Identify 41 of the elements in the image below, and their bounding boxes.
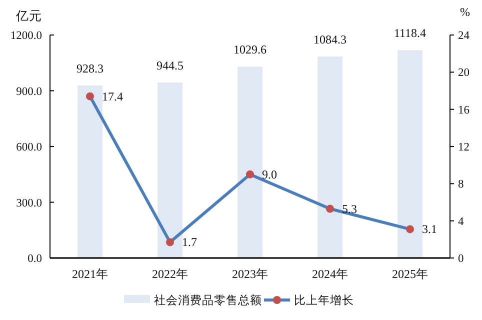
y2-tick-label: 8	[458, 178, 464, 191]
y2-tick-label: 24	[458, 30, 470, 42]
y-tick-label: 900.0	[16, 86, 42, 98]
point	[406, 225, 414, 234]
data-label: 1.7	[182, 235, 197, 250]
x-tick-label: 2023年	[232, 267, 268, 281]
y2-tick-label: 0	[458, 253, 464, 265]
bar	[78, 85, 102, 258]
point	[86, 92, 94, 100]
data-label: 1029.6	[234, 42, 266, 57]
legend-label: 比上年增长	[294, 294, 354, 307]
bar	[238, 66, 262, 258]
data-label: 944.5	[156, 58, 184, 72]
data-label: 9.0	[262, 167, 277, 182]
x-tick-label: 2024年	[312, 267, 348, 281]
y2-tick-label: 12	[458, 142, 470, 154]
bar	[398, 50, 422, 258]
y2-tick-label: 16	[458, 104, 470, 116]
y-tick-label: 300.0	[16, 197, 42, 210]
x-tick-label: 2021年	[72, 267, 108, 281]
y-tick-label: 600.0	[16, 142, 42, 154]
data-label: 17.4	[102, 89, 123, 104]
x-tick-label: 2025年	[392, 267, 428, 281]
y-axis-title: 亿元	[15, 9, 42, 23]
data-label: 928.3	[76, 61, 104, 76]
y2-tick-label: 20	[458, 67, 470, 80]
bar	[318, 56, 342, 258]
point	[246, 170, 254, 178]
data-label: 1118.4	[394, 26, 426, 40]
bar	[158, 82, 182, 258]
y-tick-label: 0.0	[28, 253, 42, 265]
data-label: 5.3	[342, 202, 357, 216]
y2-tick-label: 4	[458, 216, 464, 228]
y-tick-label: 1200.0	[10, 30, 42, 42]
x-tick-label: 2022年	[152, 267, 188, 281]
y2-axis-title: %	[460, 5, 470, 19]
data-label: 3.1	[422, 222, 437, 236]
point	[166, 238, 174, 246]
point	[326, 204, 334, 213]
legend-label: 社会消费品零售总额	[154, 293, 262, 307]
data-label: 1084.3	[314, 32, 346, 46]
